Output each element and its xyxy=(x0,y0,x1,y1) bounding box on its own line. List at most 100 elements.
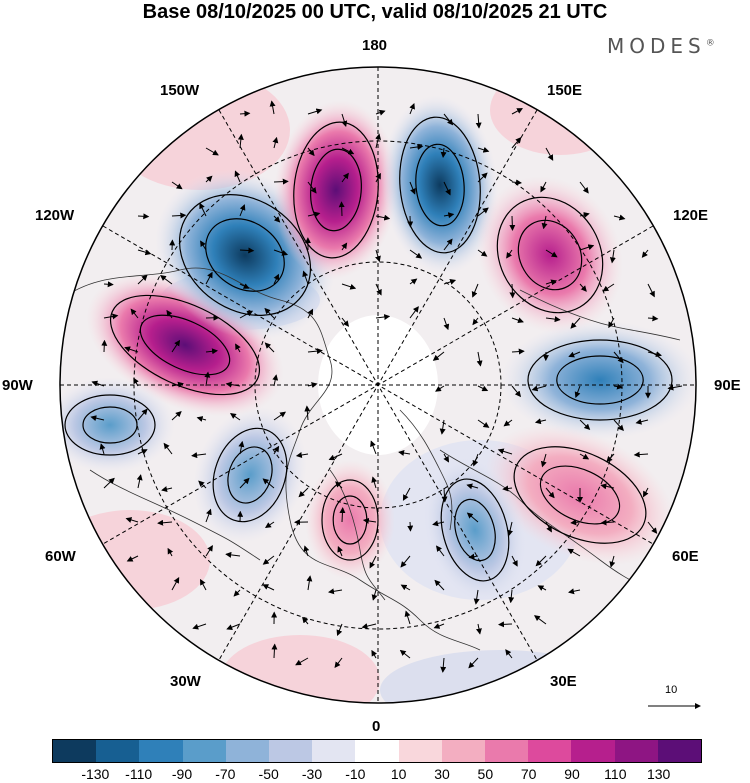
colorbar-tick-label: -70 xyxy=(215,766,236,782)
wind-vector xyxy=(262,584,275,591)
wind-vector xyxy=(409,102,415,115)
wind-vector xyxy=(103,477,115,489)
colorbar-tick-label: 30 xyxy=(434,766,450,782)
wind-vector xyxy=(534,418,547,425)
wind-vector xyxy=(407,521,414,532)
wind-vector xyxy=(568,588,581,595)
wind-vector xyxy=(375,172,381,183)
lon-label-90e: 90E xyxy=(714,377,741,394)
wind-vector xyxy=(506,249,513,259)
colorbar-swatch xyxy=(441,740,486,762)
wind-vector xyxy=(402,487,411,501)
wind-vector xyxy=(540,181,547,193)
wind-vector xyxy=(307,348,323,355)
wind-vector xyxy=(475,623,482,635)
wind-vector xyxy=(371,649,377,659)
wind-vector xyxy=(606,453,615,463)
wind-vector xyxy=(511,385,522,398)
wind-vector xyxy=(435,545,445,557)
wind-vector xyxy=(471,283,479,298)
wind-vector xyxy=(130,308,139,319)
wind-vector xyxy=(443,317,450,331)
wind-vector xyxy=(328,453,343,461)
wind-vector xyxy=(137,449,148,455)
wind-vector xyxy=(307,211,321,218)
wind-vector xyxy=(307,181,317,194)
wind-vector xyxy=(137,408,148,421)
streamline xyxy=(527,339,673,421)
colorbar xyxy=(52,739,702,763)
wind-vector xyxy=(341,317,350,327)
wind-vector xyxy=(133,377,139,387)
wind-vector xyxy=(295,452,309,458)
wind-vector xyxy=(400,555,411,568)
wind-vector xyxy=(137,213,150,220)
wind-vector xyxy=(511,179,522,186)
wind-vector xyxy=(338,201,345,217)
wind-vector xyxy=(163,442,173,455)
streamlines xyxy=(64,116,673,582)
streamline xyxy=(205,218,285,292)
lon-label-120e: 120E xyxy=(673,207,709,224)
wind-vector xyxy=(171,577,180,591)
wind-vector xyxy=(337,545,343,557)
wind-vector xyxy=(477,207,489,217)
wind-vector xyxy=(171,411,182,421)
wind-vector xyxy=(226,623,241,630)
streamline xyxy=(321,479,379,561)
wind-vector xyxy=(137,274,148,285)
wind-vector xyxy=(647,521,658,534)
anomaly-center xyxy=(381,95,499,275)
wind-vector xyxy=(99,443,106,455)
wind-vector xyxy=(609,555,616,568)
wind-vector xyxy=(507,521,513,537)
lon-label-150w: 150W xyxy=(160,82,200,99)
wind-vector xyxy=(477,419,490,428)
wind-vector xyxy=(477,172,488,183)
wind-vector xyxy=(531,385,547,392)
wind-vector xyxy=(341,172,349,183)
colorbar-swatch xyxy=(53,740,97,762)
wind-vector xyxy=(511,136,522,149)
wind-vector xyxy=(341,147,355,155)
wind-vector xyxy=(579,419,591,430)
map-title: Base 08/10/2025 00 UTC, valid 08/10/2025… xyxy=(142,1,608,23)
wind-vector xyxy=(328,588,343,595)
polar-map xyxy=(59,66,701,709)
anomaly-center xyxy=(500,320,696,440)
wind-vector xyxy=(137,249,152,256)
wind-vector xyxy=(262,555,275,565)
wind-vector xyxy=(239,247,255,254)
colorbar-tick-label: 50 xyxy=(477,766,494,782)
wind-vector xyxy=(204,371,211,387)
wind-vector xyxy=(443,238,453,251)
wind-vector xyxy=(371,589,378,601)
wind-vector xyxy=(191,452,207,459)
wind-vector xyxy=(205,271,213,285)
wind-vector xyxy=(443,113,454,126)
wind-vector xyxy=(264,342,275,353)
colorbar-tick-label: 90 xyxy=(564,766,580,782)
colorbar-tick-label: -30 xyxy=(301,766,323,782)
wind-vector xyxy=(537,585,547,591)
streamline xyxy=(513,446,647,544)
reference-vector-label: 10 xyxy=(665,684,678,696)
wind-vector xyxy=(432,520,445,527)
wind-vector xyxy=(579,453,590,460)
wind-vectors xyxy=(90,100,683,673)
colorbar-tick-label: -50 xyxy=(258,766,279,782)
wind-vector xyxy=(439,419,446,435)
lon-label-90w: 90W xyxy=(2,377,33,394)
wind-vector xyxy=(161,486,173,493)
wind-vector xyxy=(409,306,419,319)
wind-vector xyxy=(273,411,287,421)
streamline xyxy=(496,196,604,314)
lon-label-30e: 30E xyxy=(550,673,577,690)
wind-vector xyxy=(101,339,108,353)
wind-vector xyxy=(335,481,343,489)
wind-vector xyxy=(205,508,212,523)
colorbar-swatch xyxy=(614,740,658,762)
wind-vector xyxy=(568,351,581,358)
wind-vector xyxy=(613,419,624,432)
wind-vector xyxy=(362,517,377,524)
